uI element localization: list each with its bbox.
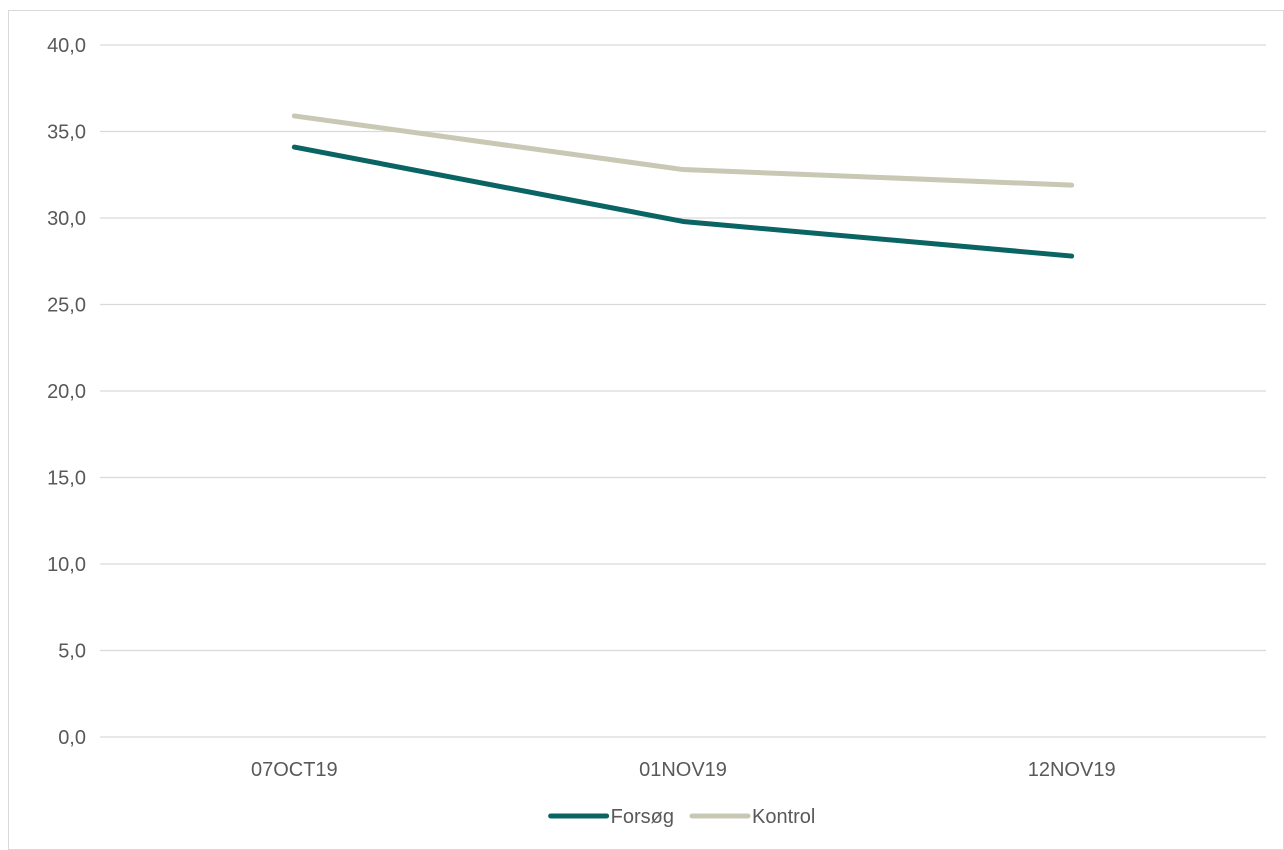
legend: Forsøg Kontrol [548,806,815,828]
y-tick-label: 25,0 [47,295,86,317]
y-tick-label: 35,0 [47,122,86,144]
series-lines [291,113,1075,259]
x-tick-label: 07OCT19 [251,759,338,781]
legend-label: Kontrol [752,806,815,828]
legend-label: Forsøg [611,806,674,828]
y-tick-label: 30,0 [47,208,86,230]
gridlines [100,44,1266,738]
x-tick-label: 01NOV19 [639,759,727,781]
y-axis-tick-labels: 0,0 5,0 10,0 15,0 20,0 25,0 30,0 35,0 40,0 [47,35,86,749]
y-tick-label: 40,0 [47,35,86,57]
series-line [291,144,1075,259]
y-tick-label: 20,0 [47,381,86,403]
y-tick-label: 0,0 [58,727,86,749]
x-tick-label: 12NOV19 [1028,759,1116,781]
y-tick-label: 10,0 [47,554,86,576]
y-tick-label: 15,0 [47,468,86,490]
chart-frame [8,10,1284,850]
y-tick-label: 5,0 [58,641,86,663]
series-line [291,113,1075,188]
x-axis-tick-labels: 07OCT19 01NOV19 12NOV19 [251,759,1116,781]
